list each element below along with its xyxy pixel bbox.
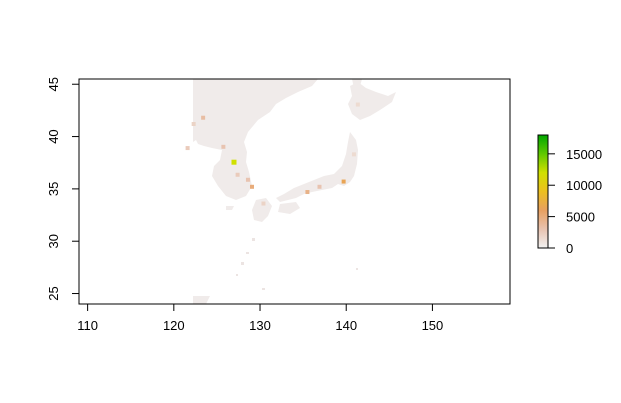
hotspot-cell bbox=[351, 152, 356, 157]
land-jeju bbox=[226, 206, 234, 210]
land-taiwan bbox=[193, 296, 210, 304]
land-ryukyu bbox=[200, 238, 358, 303]
y-tick-label: 25 bbox=[46, 286, 61, 300]
legend-tick-label: 15000 bbox=[566, 147, 602, 162]
hotspot-cell bbox=[185, 146, 190, 151]
legend-colorbar bbox=[537, 134, 549, 249]
hotspot-cell bbox=[355, 102, 360, 107]
x-tick-label: 130 bbox=[249, 318, 271, 333]
x-tick-label: 150 bbox=[422, 318, 444, 333]
x-tick-label: 110 bbox=[77, 318, 98, 333]
land-kyushu bbox=[252, 198, 272, 222]
x-axis: 110 120 130 140 150 bbox=[77, 303, 444, 333]
land-sakhalin bbox=[352, 79, 362, 88]
hotspot-layer bbox=[185, 102, 360, 206]
legend-tick-label: 0 bbox=[566, 241, 573, 256]
legend-tick-label: 5000 bbox=[566, 210, 595, 225]
land-hokkaido bbox=[348, 82, 396, 120]
hotspot-cell bbox=[250, 184, 255, 189]
x-tick-label: 140 bbox=[335, 318, 357, 333]
hotspot-cell bbox=[317, 184, 322, 189]
y-tick-label: 40 bbox=[46, 129, 61, 143]
y-tick-label: 35 bbox=[46, 182, 61, 196]
legend-tick-label: 10000 bbox=[566, 178, 602, 193]
hotspot-cell bbox=[201, 115, 206, 120]
hotspot-cell bbox=[235, 172, 240, 177]
hotspot-cell bbox=[305, 190, 310, 195]
hotspot-cell bbox=[191, 122, 196, 126]
hotspot-cell bbox=[245, 177, 250, 182]
hotspot-cell bbox=[341, 179, 346, 184]
hotspot-cell bbox=[261, 201, 266, 206]
land-korea-china bbox=[193, 79, 318, 200]
x-tick-label: 120 bbox=[163, 318, 185, 333]
hotspot-cell bbox=[231, 159, 237, 165]
land-shikoku bbox=[278, 202, 300, 214]
y-tick-label: 30 bbox=[46, 234, 61, 248]
hotspot-cell bbox=[221, 144, 226, 149]
land-honshu bbox=[276, 132, 358, 202]
color-legend: 0 5000 10000 15000 bbox=[537, 134, 602, 256]
y-tick-label: 45 bbox=[46, 77, 61, 91]
y-axis: 25 30 35 40 45 bbox=[46, 77, 80, 301]
land-raster bbox=[185, 79, 396, 304]
legend-ticks: 0 5000 10000 15000 bbox=[548, 147, 602, 256]
